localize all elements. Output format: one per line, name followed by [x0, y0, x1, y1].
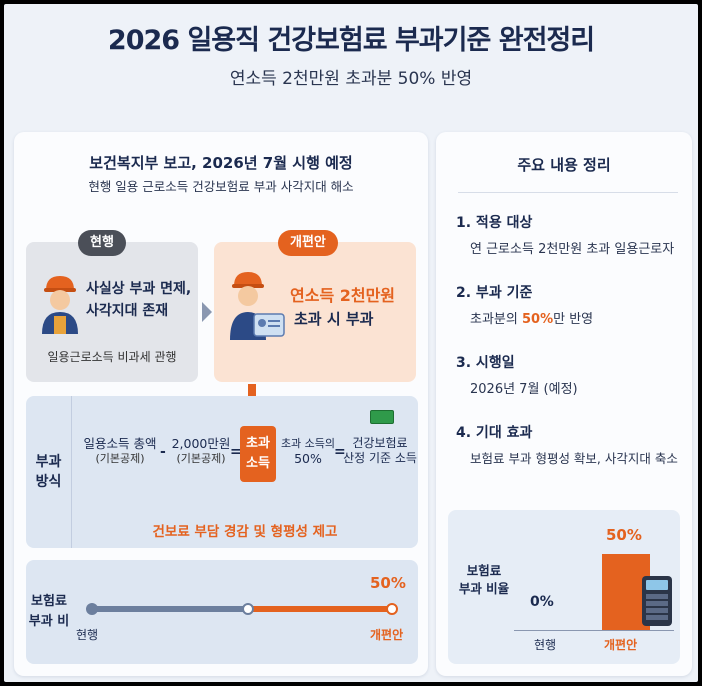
worker-icon	[40, 272, 80, 334]
right-heading: 주요 내용 정리	[436, 154, 692, 175]
summary-item-desc: 초과분의 50%만 반영	[456, 308, 686, 327]
method-label: 부과 방식	[26, 396, 72, 548]
chip-line2: 소득	[240, 454, 276, 474]
ratio-end-dot	[386, 603, 398, 615]
reform-pill: 개편안	[278, 230, 338, 256]
bar-value-current: 0%	[530, 594, 554, 610]
summary-item-head: 1. 적용 대상	[456, 212, 686, 232]
chart-baseline	[514, 630, 674, 631]
worker-id-card-icon	[228, 268, 286, 342]
right-panel: 주요 내용 정리 1. 적용 대상 연 근로소득 2천만원 초과 일용근로자 2…	[436, 132, 692, 676]
summary-item-criteria: 2. 부과 기준 초과분의 50%만 반영	[456, 282, 686, 327]
calculator-screen	[646, 580, 668, 590]
summary-item-desc: 연 근로소득 2천만원 초과 일용근로자	[456, 238, 686, 257]
reform-box: 개편안 연소득 2천만원 초과 시 부과	[214, 242, 416, 382]
ratio-start-dot	[86, 603, 98, 615]
ratio-label: 보험료 부과 비	[26, 560, 72, 664]
excess-income-chip: 초과 소득	[240, 426, 276, 482]
left-heading: 보건복지부 보고, 2026년 7월 시행 예정	[14, 152, 428, 173]
chevron-right-icon	[202, 302, 212, 322]
infographic-frame: 2026 일용직 건강보험료 부과기준 완전정리 연소득 2천만원 초과분 50…	[4, 4, 698, 682]
page-subtitle: 연소득 2천만원 초과분 50% 반영	[4, 64, 698, 89]
method-footer: 건보료 부담 경감 및 형평성 제고	[72, 520, 418, 540]
minus-sign: -	[160, 444, 166, 460]
ratio-label-line1: 보험료	[29, 592, 69, 612]
desc-suffix: 만 반영	[553, 312, 593, 327]
summary-item-effect: 4. 기대 효과 보험료 부과 형평성 확보, 사각지대 축소	[456, 422, 686, 467]
category-label-current: 현행	[534, 636, 556, 653]
chart-label: 보험료 부과 비율	[454, 562, 514, 598]
term1-text: 일용소득 총액	[78, 436, 162, 451]
right-divider	[458, 192, 678, 193]
ratio-bar-chart: 보험료 부과 비율 50% 0% 현행 개편안	[448, 510, 680, 664]
ratio-end-label: 개편안	[370, 626, 403, 643]
term2-note: (기본공제)	[168, 451, 234, 466]
current-description: 사실상 부과 면제, 사각지대 존재	[86, 278, 191, 322]
formula-term2: 2,000만원 (기본공제)	[168, 436, 234, 466]
bar-value-reform: 50%	[606, 526, 642, 544]
ratio-start-label: 현행	[76, 626, 98, 643]
summary-item-desc: 보험료 부과 형평성 확보, 사각지대 축소	[456, 448, 686, 467]
desc-highlight: 50%	[522, 312, 553, 327]
formula-term4: 건강보험료 산정 기준 소득	[342, 436, 418, 466]
chart-label-line2: 부과 비율	[454, 580, 514, 598]
left-subheading: 현행 일용 근로소득 건강보험료 부과 사각지대 해소	[14, 176, 428, 195]
summary-item-desc: 2026년 7월 (예정)	[456, 378, 686, 397]
chart-label-line1: 보험료	[454, 562, 514, 580]
calculator-keys	[646, 594, 668, 622]
ratio-label-line2: 부과 비	[29, 612, 69, 632]
term4-line1: 건강보험료	[342, 436, 418, 451]
term2-text: 2,000만원	[168, 436, 234, 451]
ratio-mid-dot	[242, 603, 254, 615]
summary-item-head: 4. 기대 효과	[456, 422, 686, 442]
reform-line1: 연소득 2천만원	[290, 282, 395, 306]
summary-item-head: 3. 시행일	[456, 352, 686, 372]
term3-line2: 50%	[278, 451, 338, 466]
ratio-track-current	[92, 606, 248, 612]
ratio-value: 50%	[370, 574, 406, 592]
money-icon	[370, 410, 394, 424]
term1-note: (기본공제)	[78, 451, 162, 466]
current-pill: 현행	[78, 230, 126, 256]
formula-term1: 일용소득 총액 (기본공제)	[78, 436, 162, 466]
left-panel: 보건복지부 보고, 2026년 7월 시행 예정 현행 일용 근로소득 건강보험…	[14, 132, 428, 676]
chip-line1: 초과	[240, 434, 276, 454]
current-footer: 일용근로소득 비과세 관행	[26, 348, 198, 365]
formula-term3: 초과 소득의 50%	[278, 436, 338, 466]
method-label-line2: 방식	[36, 472, 62, 492]
summary-item-target: 1. 적용 대상 연 근로소득 2천만원 초과 일용근로자	[456, 212, 686, 257]
calculator-icon	[642, 576, 672, 626]
category-label-reform: 개편안	[604, 636, 637, 653]
method-label-line1: 부과	[36, 452, 62, 472]
summary-item-date: 3. 시행일 2026년 7월 (예정)	[456, 352, 686, 397]
method-box: 부과 방식 일용소득 총액 (기본공제) - 2,000만원 (기본공제) = …	[26, 396, 418, 548]
ratio-track-reform	[248, 606, 392, 612]
term3-line1: 초과 소득의	[278, 436, 338, 451]
current-box: 현행 사실상 부과 면제, 사각지대 존재 일용근로소득 비과세 관행	[26, 242, 198, 382]
summary-item-head: 2. 부과 기준	[456, 282, 686, 302]
desc-prefix: 초과분의	[470, 312, 522, 327]
reform-line2: 초과 시 부과	[294, 308, 373, 329]
ratio-box: 보험료 부과 비 50% 현행 개편안	[26, 560, 418, 664]
page-title: 2026 일용직 건강보험료 부과기준 완전정리	[4, 18, 698, 57]
term4-line2: 산정 기준 소득	[342, 451, 418, 466]
current-line2: 사각지대 존재	[86, 300, 191, 322]
current-line1: 사실상 부과 면제,	[86, 278, 191, 300]
